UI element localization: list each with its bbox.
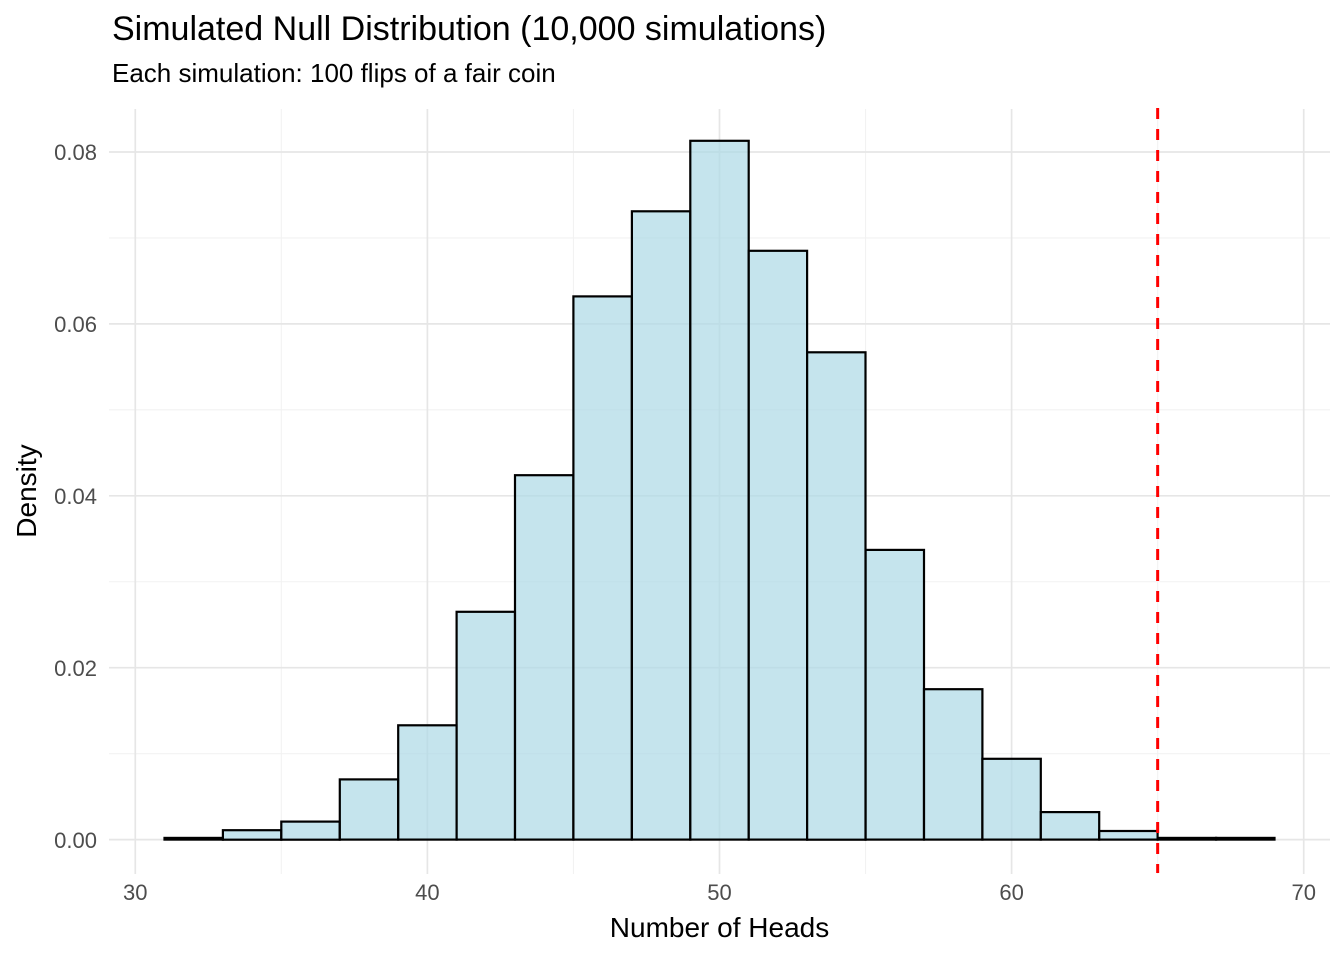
histogram-bar [455,610,517,841]
histogram-bar [689,139,750,841]
histogram-bar [221,829,283,841]
histogram-bar [338,778,400,841]
histogram-bar [163,836,225,841]
y-tick-label: 0.02 [54,655,97,681]
histogram-bar [630,210,692,841]
x-tick-label: 60 [999,880,1024,905]
x-tick-label: 70 [1291,880,1316,905]
histogram-bar [864,548,926,841]
chart-title: Simulated Null Distribution (10,000 simu… [112,10,827,48]
histogram-bar [805,351,867,841]
x-tick-label: 30 [123,880,148,905]
x-tick-label: 50 [707,880,732,905]
y-tick-label: 0.00 [54,827,97,853]
histogram-bar [1098,829,1159,841]
histogram-bar [747,249,809,841]
histogram-bar [1156,836,1218,841]
histogram-bar [1214,836,1276,841]
histogram-bar [1039,810,1101,841]
histogram-bar [397,724,458,841]
histogram-bar [280,820,341,841]
y-tick-label: 0.08 [54,139,97,165]
chart-subtitle: Each simulation: 100 flips of a fair coi… [112,58,556,88]
histogram-bar [572,295,633,841]
y-tick-label: 0.06 [54,311,97,337]
x-tick-label: 40 [415,880,440,905]
y-tick-label: 0.04 [54,483,97,509]
histogram-bar [922,688,984,841]
histogram-bar [513,474,575,841]
x-axis-title: Number of Heads [609,912,830,943]
histogram-bar [981,757,1042,841]
